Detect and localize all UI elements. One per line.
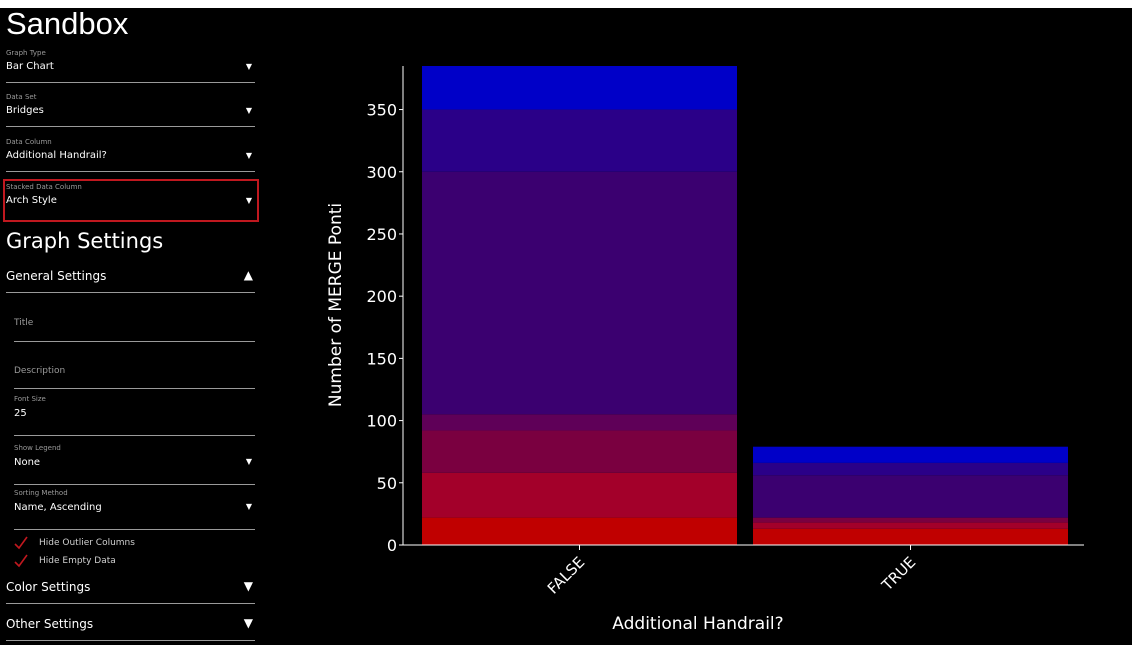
y-tick-label: 150 — [366, 349, 397, 368]
y-tick-label: 300 — [366, 163, 397, 182]
checkmark-icon — [14, 536, 28, 550]
general-settings-label: General Settings — [6, 269, 107, 283]
triangle-up-icon: ▲ — [243, 268, 253, 282]
y-tick-label: 100 — [366, 412, 397, 431]
other-settings-label: Other Settings — [6, 617, 94, 631]
hide-outlier-columns-label: Hide Outlier Columns — [39, 538, 135, 548]
bar-segment-true-5 — [753, 446, 1068, 463]
bar-segment-true-4 — [753, 462, 1068, 476]
chevron-down-icon: ▼ — [245, 106, 252, 115]
y-tick-label: 0 — [387, 536, 397, 555]
sidebar: Sandbox Graph Type Bar Chart ▼ Data Set … — [0, 6, 262, 645]
graph-type-label: Graph Type — [6, 49, 46, 57]
hide-outlier-columns-checkbox[interactable]: Hide Outlier Columns — [14, 536, 214, 554]
general-settings-toggle[interactable]: General Settings ▲ — [6, 261, 255, 293]
graph-settings-heading: Graph Settings — [6, 229, 164, 253]
divider — [14, 341, 255, 342]
chart-area: 0 50 100 150 200 250 300 350 FALSE TRUE Number o… — [262, 8, 1132, 645]
sorting-method-value: Name, Ascending — [14, 502, 102, 513]
bar-segment-false-6 — [422, 66, 737, 110]
chevron-down-icon: ▼ — [245, 502, 252, 511]
bar-segment-true-2 — [753, 517, 1068, 523]
hide-empty-data-label: Hide Empty Data — [39, 556, 116, 566]
x-ticks-group: FALSE TRUE — [544, 545, 919, 598]
description-input[interactable]: Description — [14, 356, 255, 389]
other-settings-toggle[interactable]: Other Settings ▼ — [6, 609, 255, 641]
font-size-value: 25 — [14, 408, 27, 419]
show-legend-value: None — [14, 457, 41, 468]
bar-chart: 0 50 100 150 200 250 300 350 FALSE TRUE Number o… — [326, 66, 1084, 634]
divider — [6, 126, 255, 127]
divider — [14, 435, 255, 436]
bar-segment-false-3 — [422, 414, 737, 431]
bar-segment-false-5 — [422, 109, 737, 172]
bar-segment-true-0 — [753, 528, 1068, 545]
title-input[interactable]: Title — [14, 308, 255, 342]
bar-segment-false-4 — [422, 171, 737, 415]
divider — [14, 529, 255, 530]
y-tick-label: 200 — [366, 287, 397, 306]
y-ticks-group: 0 50 100 150 200 250 300 350 — [366, 101, 403, 555]
sorting-method-select[interactable]: Sorting Method Name, Ascending ▼ — [14, 489, 255, 531]
title-placeholder: Title — [14, 318, 34, 328]
divider — [6, 82, 255, 83]
graph-type-value: Bar Chart — [6, 61, 54, 72]
divider — [14, 484, 255, 485]
app-window: Sandbox Graph Type Bar Chart ▼ Data Set … — [0, 6, 1132, 645]
divider — [6, 603, 255, 604]
color-settings-label: Color Settings — [6, 580, 91, 594]
chevron-down-icon: ▼ — [245, 62, 252, 71]
x-tick-label-false: FALSE — [544, 553, 588, 597]
chevron-down-icon: ▼ — [245, 151, 252, 160]
y-axis-title: Number of MERGE Ponti — [326, 203, 346, 407]
divider — [6, 171, 255, 172]
y-tick-label: 50 — [377, 474, 397, 493]
data-column-label: Data Column — [6, 138, 52, 146]
divider — [6, 292, 255, 293]
hide-empty-data-checkbox[interactable]: Hide Empty Data — [14, 554, 214, 572]
bar-segment-true-3 — [753, 475, 1068, 518]
x-tick-label-true: TRUE — [878, 553, 920, 595]
triangle-down-icon: ▼ — [243, 616, 253, 630]
chevron-down-icon: ▼ — [245, 196, 252, 205]
y-tick-label: 250 — [366, 225, 397, 244]
stacked-data-column-label: Stacked Data Column — [6, 183, 82, 191]
show-legend-select[interactable]: Show Legend None ▼ — [14, 444, 255, 486]
divider — [14, 388, 255, 389]
data-set-value: Bridges — [6, 105, 44, 116]
app-title: Sandbox — [6, 6, 129, 41]
color-settings-toggle[interactable]: Color Settings ▼ — [6, 572, 255, 604]
bars-group — [422, 66, 1068, 545]
y-tick-label: 350 — [366, 101, 397, 120]
divider — [6, 640, 255, 641]
highlight-box — [3, 179, 259, 222]
data-column-value: Additional Handrail? — [6, 150, 107, 161]
description-placeholder: Description — [14, 366, 66, 376]
chevron-down-icon: ▼ — [245, 457, 252, 466]
sorting-method-label: Sorting Method — [14, 489, 68, 497]
triangle-down-icon: ▼ — [243, 579, 253, 593]
data-set-label: Data Set — [6, 93, 37, 101]
bar-segment-false-0 — [422, 517, 737, 545]
bar-segment-false-1 — [422, 472, 737, 518]
x-axis-title: Additional Handrail? — [612, 614, 783, 634]
font-size-label: Font Size — [14, 395, 46, 403]
checkmark-icon — [14, 554, 28, 568]
bar-segment-true-1 — [753, 522, 1068, 529]
show-legend-label: Show Legend — [14, 444, 61, 452]
font-size-input[interactable]: Font Size 25 — [14, 395, 255, 437]
stacked-data-column-value: Arch Style — [6, 195, 57, 206]
bar-segment-false-2 — [422, 430, 737, 473]
